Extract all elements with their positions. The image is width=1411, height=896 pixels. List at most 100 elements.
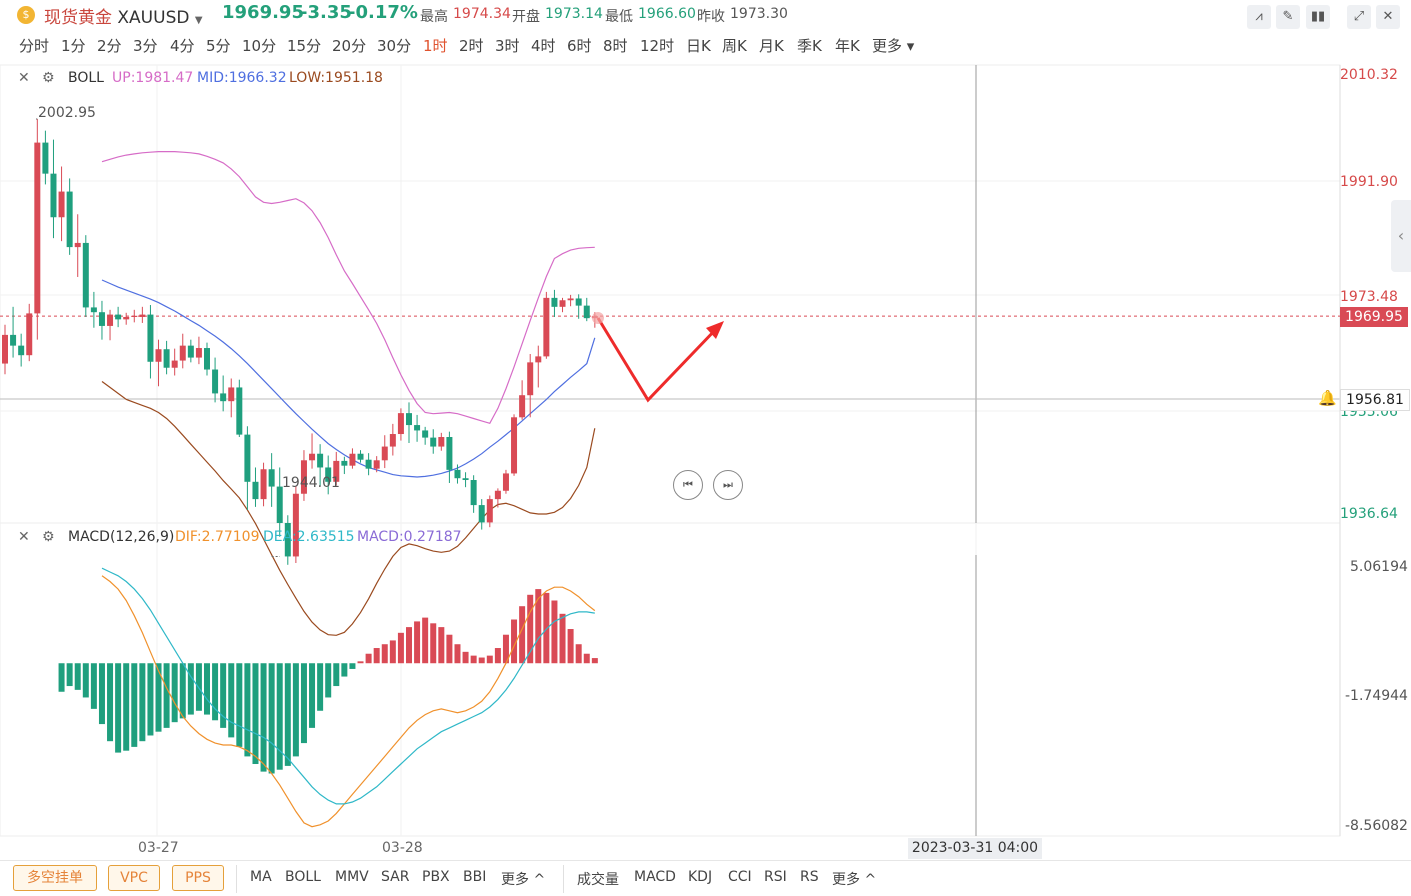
candle: [502, 473, 509, 491]
candle: [90, 307, 97, 313]
forecast-arrowhead: [706, 321, 724, 339]
candle: [123, 316, 130, 320]
sub-indicator-item[interactable]: 成交量: [577, 872, 619, 888]
tab-timeframe[interactable]: 15分: [287, 37, 322, 55]
candle: [365, 459, 372, 469]
tab-timeframe[interactable]: 5分: [206, 37, 231, 55]
tab-timeframe[interactable]: 年K: [835, 37, 860, 55]
prev-close-value: 1973.30: [730, 6, 788, 22]
tab-timeframe[interactable]: 分时: [19, 37, 50, 55]
settings-icon[interactable]: ⚙: [42, 529, 55, 545]
crosshair-price-tag: 1956.81: [1340, 389, 1410, 411]
tab-timeframe[interactable]: 2分: [97, 37, 122, 55]
tab-timeframe[interactable]: 30分: [377, 37, 412, 55]
side-panel-toggle[interactable]: ‹: [1391, 200, 1411, 272]
tab-timeframe[interactable]: 8时: [603, 37, 628, 55]
pps-button[interactable]: PPS: [172, 865, 224, 891]
macd-bar: [292, 663, 299, 757]
main-indicator-item[interactable]: SAR: [381, 869, 410, 885]
tab-timeframe[interactable]: 4时: [531, 37, 556, 55]
tab-timeframe[interactable]: 日K: [686, 37, 711, 55]
candle: [462, 478, 469, 481]
candle: [18, 345, 25, 356]
macd-bar: [543, 592, 550, 664]
macd-bar: [438, 627, 445, 664]
tab-timeframe[interactable]: 1时: [423, 37, 448, 55]
close-icon[interactable]: ✕: [18, 529, 30, 545]
candle: [575, 298, 582, 306]
price-axis-tick: 2010.32: [1340, 67, 1398, 83]
indicator-toolbar: 多空挂单 VPC PPS MA BOLL MMV SAR PBX BBI 更多 ^ 成交量 M…: [0, 860, 1411, 896]
tab-timeframe[interactable]: 20分: [332, 37, 367, 55]
min-price-annotation: 1944.01: [282, 475, 340, 491]
candle: [373, 460, 380, 469]
tab-timeframe[interactable]: 6时: [567, 37, 592, 55]
sub-indicator-item[interactable]: MACD: [634, 869, 676, 885]
sub-indicator-item[interactable]: KDJ: [688, 869, 713, 885]
macd-bar: [414, 621, 421, 664]
fullscreen-icon[interactable]: ⤢: [1347, 5, 1371, 29]
tab-timeframe[interactable]: 季K: [797, 37, 822, 55]
candle: [42, 142, 49, 174]
main-indicator-item[interactable]: 更多 ^: [501, 872, 546, 888]
candle: [470, 480, 477, 506]
order-book-button[interactable]: 多空挂单: [13, 865, 97, 891]
tab-timeframe[interactable]: 更多 ▾: [872, 37, 915, 55]
candle: [317, 453, 324, 468]
tab-timeframe[interactable]: 2时: [459, 37, 484, 55]
candle: [357, 453, 364, 460]
prev-icon[interactable]: ⏮: [673, 470, 703, 500]
candle: [284, 523, 291, 557]
close-icon[interactable]: ✕: [18, 70, 30, 86]
open-label: 开盘: [512, 9, 540, 25]
sub-indicator-item[interactable]: CCI: [728, 869, 752, 885]
main-indicator-item[interactable]: BOLL: [285, 869, 321, 885]
candle: [228, 387, 235, 402]
candle: [139, 314, 146, 317]
sub-indicator-item[interactable]: 更多 ^: [832, 872, 877, 888]
candle: [300, 460, 307, 494]
candle: [163, 349, 170, 368]
high-label: 最高: [420, 9, 448, 25]
macd-bar: [220, 663, 227, 728]
price-axis-tick: 1973.48: [1340, 289, 1398, 305]
macd-bar: [430, 623, 437, 664]
vpc-button[interactable]: VPC: [108, 865, 160, 891]
tab-timeframe[interactable]: 3分: [133, 37, 158, 55]
sub-indicator-item[interactable]: RSI: [764, 869, 787, 885]
price-chart[interactable]: [0, 60, 1411, 895]
settings-icon[interactable]: ⚙: [42, 70, 55, 86]
price-axis-tick: 1991.90: [1340, 174, 1398, 190]
price-change: -3.35: [300, 2, 352, 23]
tab-timeframe[interactable]: 3时: [495, 37, 520, 55]
tab-timeframe[interactable]: 1分: [61, 37, 86, 55]
main-indicator-item[interactable]: MA: [250, 869, 272, 885]
main-indicator-item[interactable]: BBI: [463, 869, 487, 885]
tab-timeframe[interactable]: 4分: [170, 37, 195, 55]
symbol-selector[interactable]: 现货黄金 XAUUSD ▼: [44, 3, 203, 28]
macd-bar: [486, 655, 493, 664]
tab-timeframe[interactable]: 10分: [242, 37, 277, 55]
sub-indicator-item[interactable]: RS: [800, 869, 819, 885]
candle: [397, 413, 404, 435]
main-indicator-item[interactable]: MMV: [335, 869, 369, 885]
candle: [187, 345, 194, 358]
macd-bar: [115, 663, 122, 753]
next-icon[interactable]: ⏭: [713, 470, 743, 500]
chevron-down-icon: ▼: [194, 15, 203, 26]
macd-bar: [171, 663, 178, 723]
tab-timeframe[interactable]: 周K: [722, 37, 747, 55]
main-indicator-item[interactable]: PBX: [422, 869, 450, 885]
draw-icon[interactable]: ✎: [1276, 5, 1300, 29]
tab-timeframe[interactable]: 月K: [759, 37, 784, 55]
candle: [107, 314, 114, 326]
close-icon[interactable]: ✕: [1376, 5, 1400, 29]
tab-timeframe[interactable]: 12时: [640, 37, 675, 55]
candle: [204, 348, 210, 370]
chart-style-icon[interactable]: ⩘: [1247, 5, 1271, 29]
symbol-name: 现货黄金: [44, 8, 112, 28]
bell-icon[interactable]: 🔔: [1318, 389, 1337, 407]
candles-icon[interactable]: ▮▮: [1306, 5, 1330, 29]
candle: [26, 313, 33, 356]
last-price-tag: 1969.95: [1340, 307, 1408, 327]
